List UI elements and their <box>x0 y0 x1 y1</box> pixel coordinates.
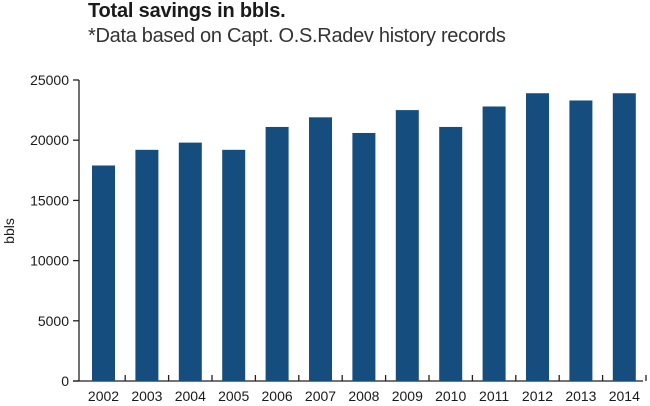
bar-2014 <box>612 93 636 381</box>
bars <box>92 93 636 382</box>
bar-2006 <box>265 126 289 382</box>
chart-title: Total savings in bbls. <box>88 0 286 22</box>
bar-2004 <box>178 142 202 381</box>
x-tick-label: 2005 <box>218 388 249 404</box>
bar-2013 <box>569 100 593 381</box>
bar-2002 <box>92 165 115 381</box>
y-axis-title: bbls <box>1 218 17 244</box>
y-tick-label: 25000 <box>30 72 69 88</box>
y-tick-label: 20000 <box>30 132 69 148</box>
chart-subtitle: *Data based on Capt. O.S.Radev history r… <box>88 25 506 47</box>
x-tick-label: 2011 <box>479 388 509 404</box>
bar-2010 <box>439 126 463 382</box>
y-tick-label: 15000 <box>30 192 69 208</box>
bar-2011 <box>482 106 506 381</box>
bar-2008 <box>352 132 376 381</box>
y-axis: 0 5000 10000 15000 20000 25000 <box>30 72 80 389</box>
bar-2009 <box>395 110 419 381</box>
bar-2005 <box>222 149 246 381</box>
x-tick-label: 2006 <box>262 388 293 404</box>
x-tick-label: 2003 <box>131 388 162 404</box>
bar-2007 <box>309 117 332 381</box>
x-tick-label: 2013 <box>565 388 596 404</box>
x-tick-label: 2014 <box>609 388 640 404</box>
x-tick-label: 2009 <box>392 388 423 404</box>
x-tick-label: 2004 <box>175 388 206 404</box>
x-tick-label: 2008 <box>348 388 379 404</box>
y-tick-label: 0 <box>61 373 69 389</box>
bar-2012 <box>526 93 549 381</box>
x-tick-label: 2010 <box>435 388 466 404</box>
y-tick-label: 5000 <box>38 313 69 329</box>
bar-2003 <box>135 149 159 381</box>
x-tick-label: 2007 <box>305 388 336 404</box>
y-tick-label: 10000 <box>30 253 69 269</box>
x-tick-label: 2002 <box>88 388 119 404</box>
x-tick-label: 2012 <box>522 388 553 404</box>
